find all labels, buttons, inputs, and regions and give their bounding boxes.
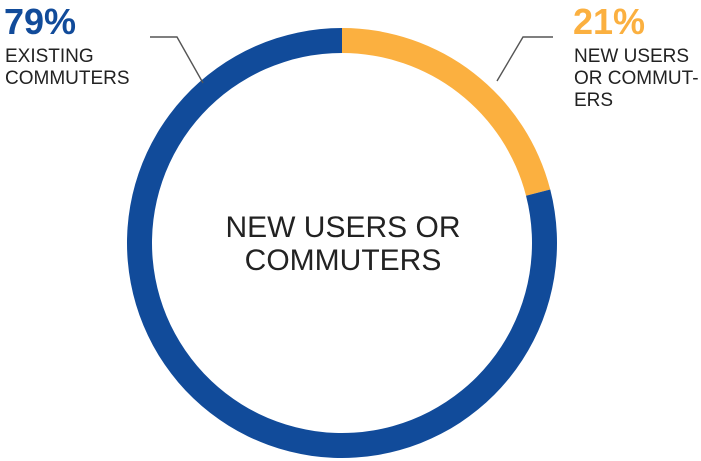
leader-line-existing-commuters xyxy=(150,36,204,84)
donut-slices xyxy=(126,28,557,458)
leader-line-new-users xyxy=(496,36,553,82)
center-label-line-2: COMMUTERS xyxy=(245,244,442,277)
donut-slice-new-users-or-commuters xyxy=(342,28,551,196)
slice-label-new-users-line-3: ERS xyxy=(574,90,613,111)
slice-label-new-users-line-1: NEW USERS xyxy=(574,46,689,67)
value-label-existing-commuters: 79% xyxy=(4,1,76,42)
center-label-line-1: NEW USERS OR xyxy=(225,211,460,244)
slice-label-new-users-line-2: OR COMMUT- xyxy=(574,68,699,89)
slice-label-existing-line-2: COMMUTERS xyxy=(5,68,130,89)
slice-label-existing-line-1: EXISTING xyxy=(5,46,94,67)
value-label-new-users: 21% xyxy=(573,1,645,42)
